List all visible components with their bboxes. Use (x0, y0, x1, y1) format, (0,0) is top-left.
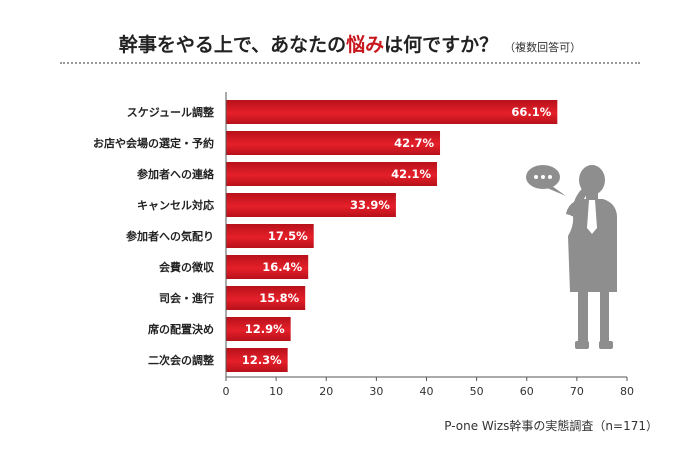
x-axis: 0 10 20 30 40 50 60 70 80 (223, 92, 634, 398)
chart-title: 幹事をやる上で、あなたの悩みは何ですか？ （複数回答可） (0, 30, 700, 57)
value-label: 33.9% (350, 198, 390, 212)
source-note: P-one Wizs幹事の実態調査（n=171） (444, 419, 658, 433)
value-label: 42.7% (394, 136, 434, 150)
category-label: 参加者への気配り (126, 229, 214, 243)
x-tick-label: 50 (470, 385, 484, 398)
category-label: お店や会場の選定・予約 (93, 136, 214, 150)
value-label: 16.4% (262, 260, 302, 274)
shirt-collar (587, 200, 597, 234)
bar (226, 193, 396, 217)
value-label: 12.9% (245, 322, 285, 336)
value-label: 12.3% (242, 353, 282, 367)
bar (226, 317, 291, 341)
title-divider (60, 62, 640, 64)
bar (226, 348, 288, 372)
category-label: 司会・進行 (159, 291, 214, 305)
person-on-phone-icon (526, 165, 617, 349)
title-text-end: は何ですか？ (384, 34, 499, 56)
bar (226, 255, 309, 279)
bars-group: スケジュール調整 66.1% お店や会場の選定・予約 42.7% 参加者への連絡 42.1… (93, 100, 558, 372)
bar (226, 162, 438, 186)
bar (226, 100, 558, 124)
title-note: （複数回答可） (504, 41, 582, 54)
category-label: スケジュール調整 (127, 105, 214, 119)
person-silhouette (566, 165, 617, 349)
x-tick-label: 30 (369, 385, 383, 398)
x-tick-label: 80 (620, 385, 634, 398)
x-tick-label: 60 (520, 385, 534, 398)
bar (226, 131, 441, 155)
category-label: 二次会の調整 (148, 353, 214, 367)
x-tick-label: 40 (420, 385, 434, 398)
bar (226, 286, 306, 310)
title-highlight: 悩み (346, 34, 385, 56)
category-label: 会費の徴収 (159, 260, 215, 274)
value-label: 17.5% (268, 229, 308, 243)
bar (226, 224, 314, 248)
category-label: 席の配置決め (148, 322, 214, 336)
value-label: 15.8% (259, 291, 299, 305)
title-text: 幹事をやる上で、あなたの (118, 34, 347, 56)
value-label: 66.1% (511, 105, 551, 119)
x-tick-label: 70 (570, 385, 584, 398)
value-label: 42.1% (391, 167, 431, 181)
speech-bubble-icon (526, 165, 566, 196)
x-tick-label: 10 (269, 385, 283, 398)
x-tick-label: 0 (223, 385, 230, 398)
category-label: 参加者への連絡 (137, 167, 215, 181)
category-label: キャンセル対応 (137, 198, 214, 212)
x-tick-label: 20 (319, 385, 333, 398)
